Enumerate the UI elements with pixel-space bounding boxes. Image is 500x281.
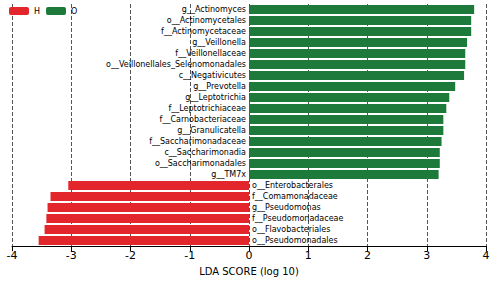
svg-text:-4: -4: [7, 249, 18, 262]
svg-text:o__Enterobacterales: o__Enterobacterales: [252, 181, 333, 190]
svg-text:4: 4: [483, 249, 490, 262]
svg-text:-1: -1: [184, 249, 195, 262]
svg-text:c__Negativicutes: c__Negativicutes: [179, 71, 246, 80]
svg-text:o__Actinomycetales: o__Actinomycetales: [167, 16, 246, 25]
svg-text:H: H: [34, 7, 40, 16]
svg-text:-2: -2: [125, 249, 136, 262]
svg-text:3: 3: [423, 249, 430, 262]
svg-text:o__Flavobacteriales: o__Flavobacteriales: [252, 225, 330, 234]
svg-text:2: 2: [364, 249, 371, 262]
svg-text:f__Comamonadaceae: f__Comamonadaceae: [252, 192, 338, 201]
svg-text:f__Saccharimonadaceae: f__Saccharimonadaceae: [149, 137, 246, 146]
svg-text:o__Saccharimonadales: o__Saccharimonadales: [155, 159, 246, 168]
svg-text:f__Veillonellaceae: f__Veillonellaceae: [175, 49, 246, 58]
svg-text:o__Pseudomonadales: o__Pseudomonadales: [252, 236, 338, 245]
svg-text:o__Veillonellales_Selenomonada: o__Veillonellales_Selenomonadales: [106, 60, 246, 69]
svg-text:f__Leptotrichiaceae: f__Leptotrichiaceae: [168, 104, 246, 113]
svg-text:g__TM7x: g__TM7x: [211, 170, 246, 179]
svg-text:g__Leptotrichia: g__Leptotrichia: [185, 93, 246, 102]
svg-text:f__Pseudomonadaceae: f__Pseudomonadaceae: [252, 214, 343, 223]
svg-text:LDA SCORE (log 10): LDA SCORE (log 10): [199, 266, 299, 277]
svg-text:g__Granulicatella: g__Granulicatella: [177, 126, 246, 135]
svg-text:1: 1: [305, 249, 312, 262]
svg-text:f__Carnobacteriaceae: f__Carnobacteriaceae: [160, 115, 246, 124]
svg-text:0: 0: [246, 249, 253, 262]
svg-text:g__Prevotella: g__Prevotella: [193, 82, 246, 91]
svg-text:O: O: [71, 7, 77, 16]
svg-text:-3: -3: [66, 249, 77, 262]
svg-text:g__Actinomyces: g__Actinomyces: [182, 5, 246, 14]
svg-text:g__Veillonella: g__Veillonella: [192, 38, 246, 47]
svg-text:g__Pseudomonas: g__Pseudomonas: [252, 203, 321, 212]
svg-text:c__Saccharimonadia: c__Saccharimonadia: [164, 148, 246, 157]
svg-text:f__Actinomycetaceae: f__Actinomycetaceae: [161, 27, 246, 36]
